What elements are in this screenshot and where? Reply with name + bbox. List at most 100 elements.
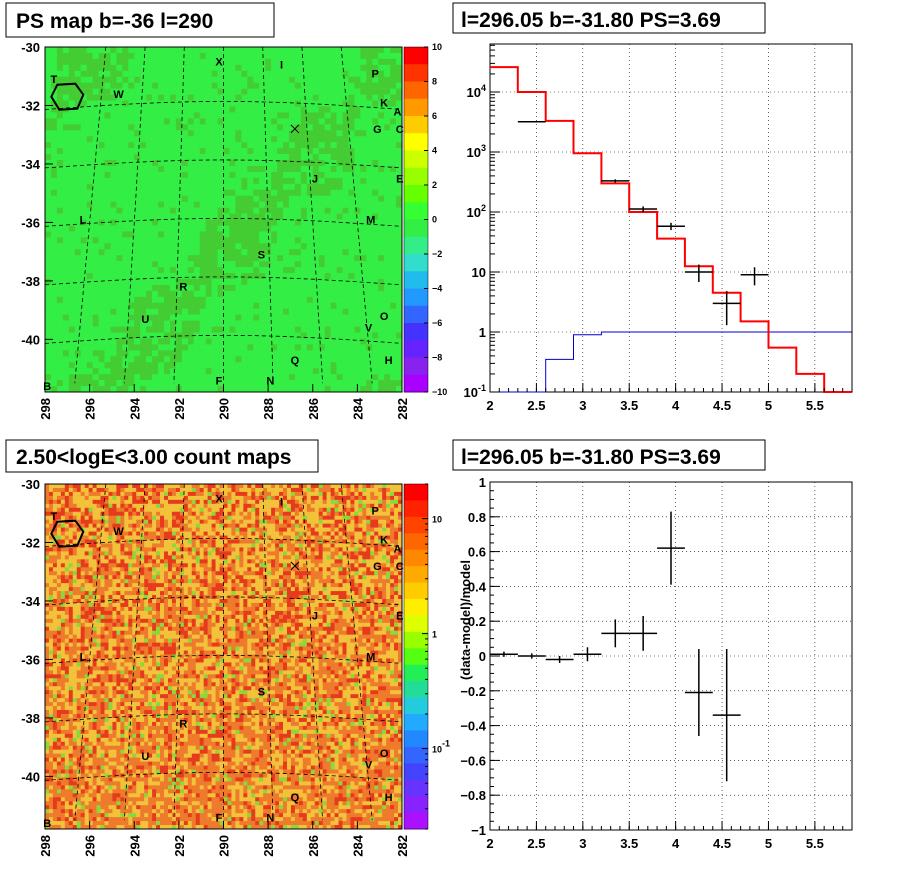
map-pixel	[348, 106, 355, 113]
map-pixel	[294, 243, 302, 250]
map-pixel	[326, 511, 331, 517]
map-pixel	[74, 374, 81, 381]
map-pixel	[104, 142, 111, 149]
map-pixel	[50, 225, 58, 232]
map-pixel	[283, 338, 290, 345]
map-pixel	[169, 171, 177, 179]
map-pixel	[300, 124, 308, 131]
map-pixel	[80, 320, 87, 327]
map-pixel	[45, 320, 52, 327]
map-pixel	[116, 148, 123, 155]
map-pixel	[253, 47, 260, 54]
map-pixel	[338, 487, 343, 493]
map-pixel	[164, 189, 171, 197]
map-pixel	[181, 201, 189, 208]
map-pixel	[144, 499, 149, 505]
map-pixel	[318, 195, 325, 202]
map-pixel	[318, 165, 325, 173]
map-pixel	[239, 491, 244, 497]
map-pixel	[56, 523, 62, 528]
map-pixel	[175, 249, 183, 256]
map-pixel	[229, 47, 236, 54]
map-pixel	[306, 100, 314, 107]
map-pixel	[300, 189, 308, 197]
map-pixel	[326, 487, 331, 493]
map-pixel	[378, 249, 385, 256]
count-map-panel: 298 296 294 292 290 288 286 284 282-30-32-34-36-…	[21, 477, 450, 857]
map-pixel	[116, 356, 123, 363]
model-histogram	[490, 66, 852, 393]
map-pixel	[366, 195, 373, 202]
map-pixel	[300, 326, 308, 333]
map-pixel	[211, 380, 218, 387]
map-pixel	[45, 154, 52, 161]
map-pixel	[62, 296, 70, 304]
map-pixel	[318, 124, 325, 131]
map-pixel	[128, 106, 135, 113]
map-pixel	[336, 237, 343, 244]
map-pixel	[372, 284, 379, 292]
map-pixel	[229, 148, 236, 155]
x-tick-label: 296	[83, 398, 98, 420]
map-pixel	[263, 523, 268, 528]
map-pixel	[122, 82, 129, 89]
map-pixel	[86, 88, 93, 95]
map-pixel	[80, 243, 87, 250]
map-pixel	[116, 94, 123, 101]
map-pixel	[362, 484, 367, 489]
map-pixel	[68, 231, 76, 238]
map-pixel	[265, 106, 272, 113]
map-pixel	[286, 515, 292, 520]
data-point	[740, 267, 769, 286]
map-pixel	[324, 362, 331, 369]
map-pixel	[372, 130, 379, 137]
map-pixel	[187, 487, 193, 493]
colorbar-segment	[404, 271, 428, 289]
map-pixel	[140, 177, 147, 185]
map-pixel	[134, 356, 141, 363]
map-pixel	[156, 519, 161, 524]
map-pixel	[195, 527, 200, 532]
map-pixel	[235, 213, 242, 220]
map-pixel	[271, 64, 278, 72]
map-pixel	[277, 344, 284, 351]
map-pixel	[263, 507, 268, 513]
map-pixel	[56, 219, 64, 226]
map-pixel	[205, 112, 212, 119]
map-pixel	[217, 160, 224, 167]
map-pixel	[80, 213, 87, 220]
map-pixel	[191, 515, 197, 520]
map-pixel	[199, 136, 206, 143]
map-pixel	[265, 296, 272, 304]
map-pixel	[283, 88, 290, 95]
map-pixel	[298, 527, 304, 532]
map-pixel	[312, 380, 319, 387]
map-pixel	[283, 308, 290, 315]
map-pixel	[45, 344, 52, 351]
map-pixel	[318, 362, 325, 369]
map-pixel	[390, 148, 397, 155]
map-pixel	[288, 70, 296, 78]
map-pixel	[56, 154, 64, 161]
map-pixel	[384, 136, 391, 143]
map-pixel	[231, 523, 236, 528]
graticule-longitude	[301, 46, 323, 384]
map-pixel	[187, 130, 195, 137]
map-pixel	[181, 231, 189, 238]
map-pixel	[390, 320, 397, 327]
map-pixel	[346, 519, 351, 524]
map-pixel	[128, 290, 135, 298]
map-pixel	[330, 249, 337, 256]
map-pixel	[259, 273, 266, 280]
map-pixel	[92, 94, 99, 101]
map-pixel	[187, 70, 195, 78]
map-pixel	[116, 207, 123, 214]
map-pixel	[110, 213, 117, 220]
map-pixel	[68, 195, 76, 202]
map-pixel	[50, 177, 58, 185]
map-pixel	[98, 249, 105, 256]
map-pixel	[122, 267, 129, 274]
map-pixel	[300, 350, 308, 357]
map-pixel	[98, 177, 105, 185]
map-pixel	[336, 225, 343, 232]
